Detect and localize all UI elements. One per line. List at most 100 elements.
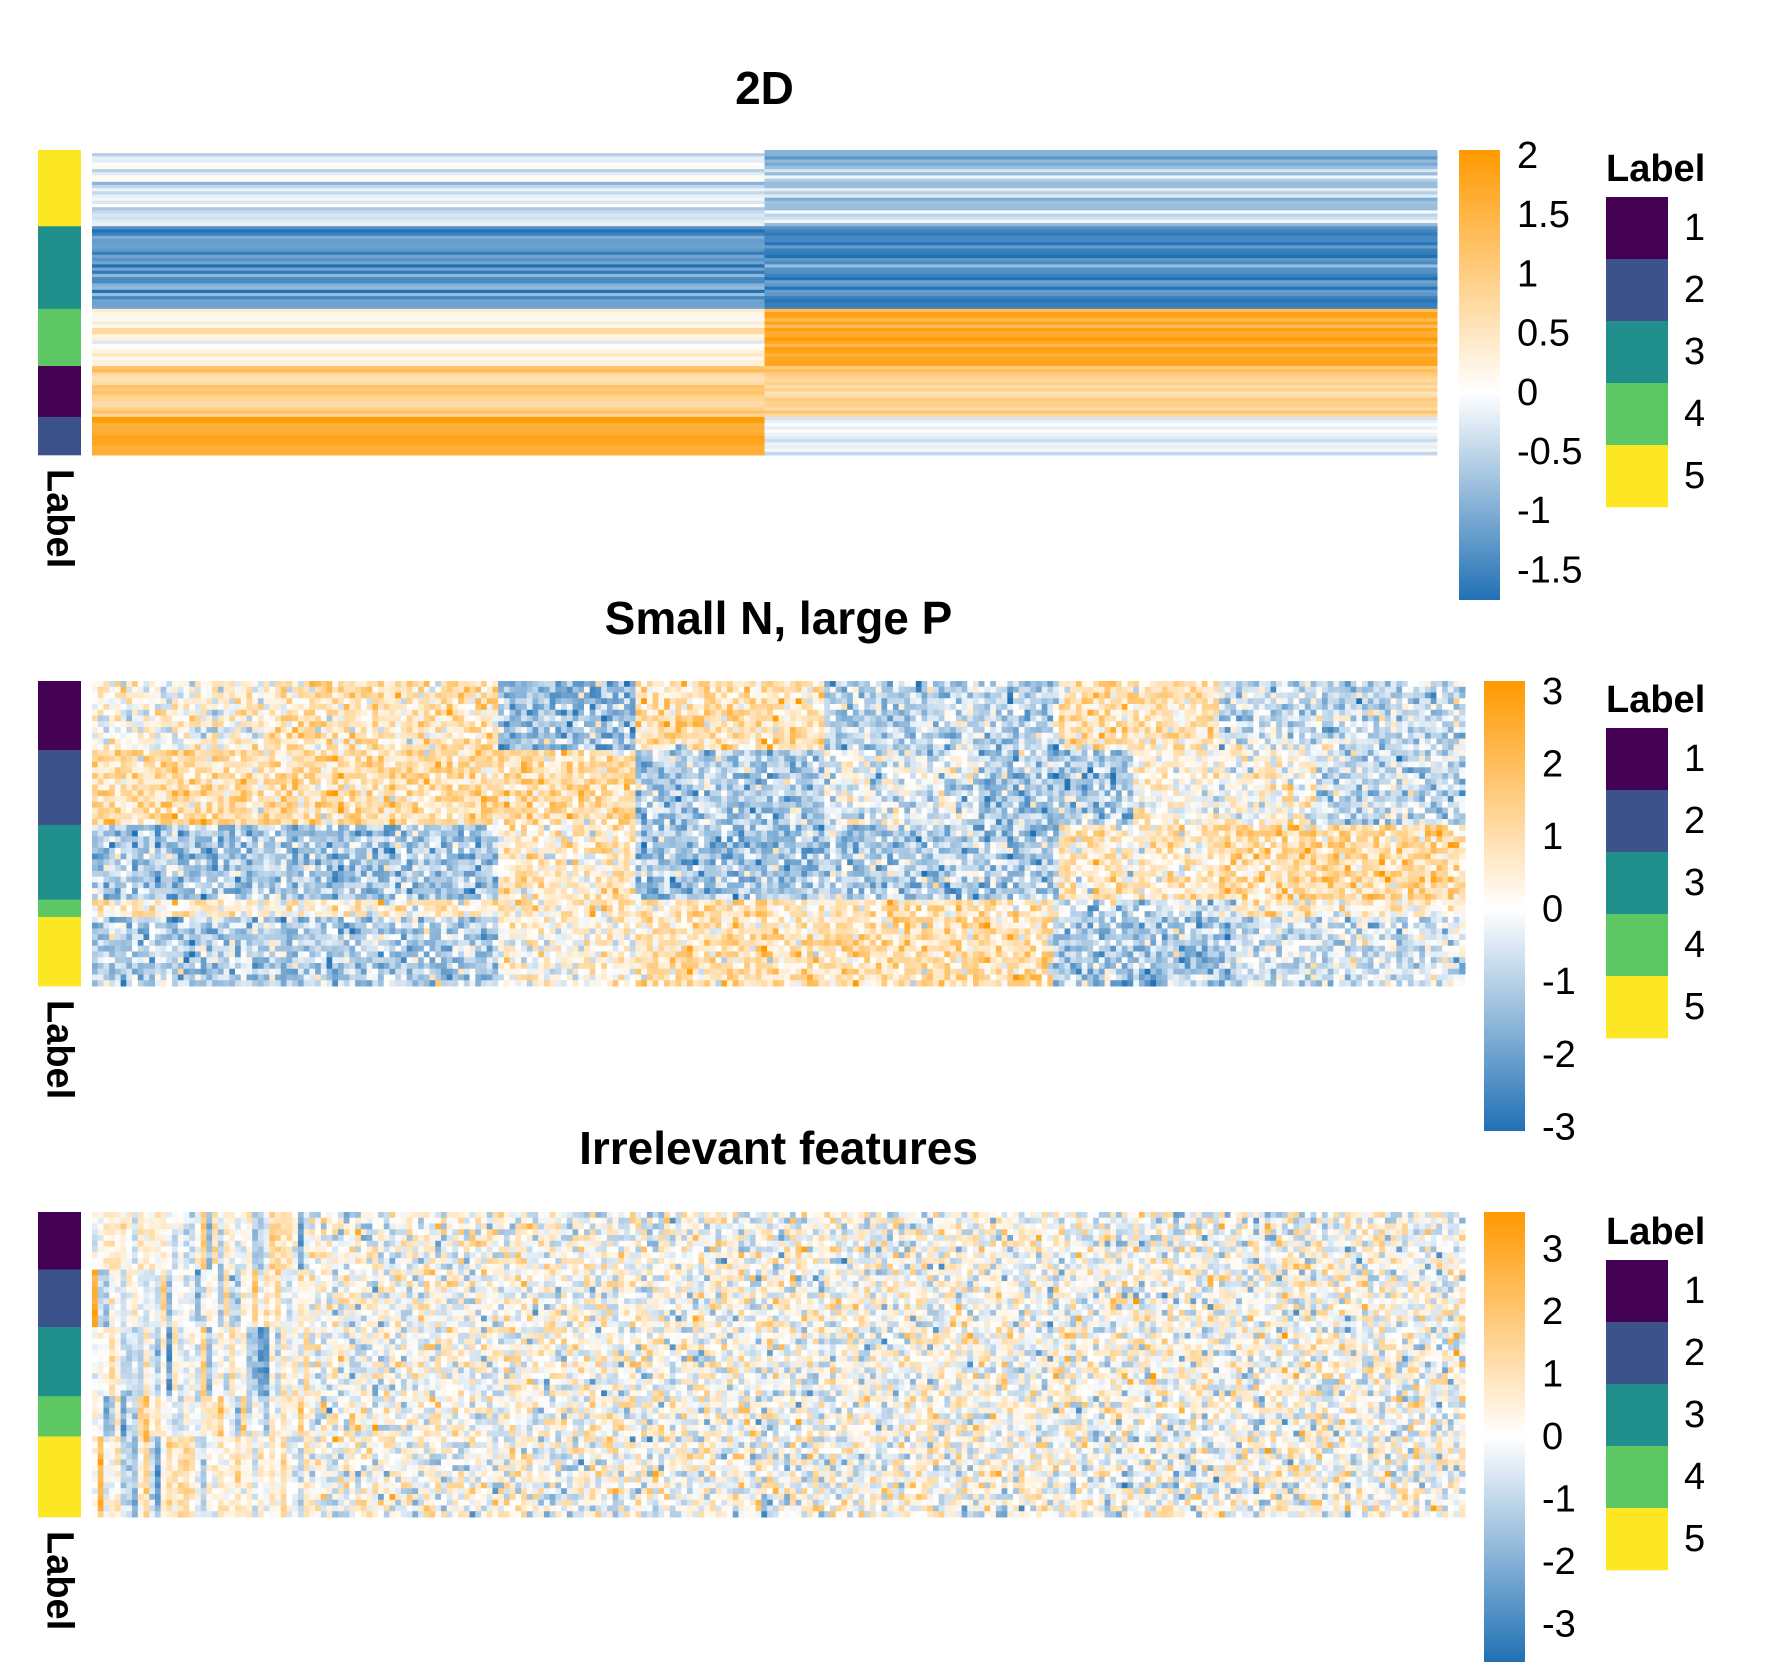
heatmap-cell (515, 778, 522, 786)
heatmap-cell (1156, 715, 1163, 722)
heatmap-cell (440, 784, 448, 791)
heatmap-cell (1413, 704, 1420, 711)
heatmap-cell (881, 692, 888, 699)
heatmap-cell (1430, 727, 1437, 734)
heatmap-cell (629, 715, 636, 722)
heatmap-cell (944, 790, 951, 797)
heatmap-cell (709, 755, 717, 763)
heatmap-cell (406, 750, 413, 757)
heatmap-cell (824, 784, 831, 791)
heatmap-cell (1053, 732, 1060, 740)
heatmap-cell (807, 738, 814, 745)
heatmap-cell (418, 744, 425, 751)
heatmap-cell (286, 784, 293, 791)
heatmap-cell (320, 732, 328, 740)
heatmap-cell (646, 773, 654, 780)
heatmap-cell (824, 709, 831, 717)
heatmap-cell (166, 750, 173, 757)
heatmap-cell (778, 681, 785, 688)
heatmap-cell (549, 692, 556, 699)
heatmap-cell (749, 750, 757, 757)
heatmap-cell (1116, 715, 1123, 722)
heatmap-cell (269, 761, 276, 768)
heatmap-cell (1390, 755, 1397, 763)
heatmap-cell (1459, 755, 1466, 763)
heatmap-cell (932, 784, 940, 791)
heatmap-cell (921, 686, 928, 693)
heatmap-cell (92, 362, 765, 367)
heatmap-cell (366, 709, 373, 717)
heatmap-cell (764, 375, 1438, 380)
heatmap-cell (292, 732, 299, 740)
heatmap-cell (92, 698, 99, 705)
heatmap-cell (978, 750, 985, 757)
heatmap-cell (217, 709, 225, 717)
heatmap-cell (764, 442, 1438, 446)
heatmap-cell (1264, 767, 1271, 774)
heatmap-cell (92, 308, 765, 313)
legend-swatch-4 (1606, 383, 1668, 446)
heatmap-cell (1367, 732, 1374, 740)
heatmap-cell (160, 698, 167, 705)
heatmap-cell (463, 750, 471, 757)
heatmap-cell (1070, 773, 1077, 780)
heatmap-cell (263, 686, 270, 693)
heatmap-cell (1219, 784, 1226, 791)
heatmap-cell (252, 790, 259, 797)
heatmap-cell (206, 727, 213, 734)
heatmap-cell (515, 715, 522, 722)
heatmap-cell (961, 755, 968, 763)
heatmap-cell (1013, 744, 1020, 751)
heatmap-cell (360, 784, 368, 791)
heatmap-cell (1116, 681, 1123, 688)
heatmap-cell (784, 755, 791, 763)
heatmap-cell (366, 767, 373, 774)
heatmap-cell (1270, 750, 1277, 757)
heatmap-cell (1018, 681, 1025, 688)
heatmap-cell (315, 681, 322, 688)
heatmap-cell (92, 372, 765, 377)
heatmap-cell (458, 721, 465, 728)
heatmap-cell (463, 692, 471, 699)
heatmap-cell (229, 767, 236, 774)
heatmap-cell (944, 732, 951, 740)
heatmap-cell (681, 778, 688, 786)
heatmap-cell (263, 715, 270, 722)
heatmap-cell (1373, 727, 1380, 734)
heatmap-cell (1379, 692, 1386, 699)
heatmap-cell (309, 698, 316, 705)
heatmap-cell (1459, 767, 1466, 774)
heatmap-cell (309, 692, 316, 699)
heatmap-cell (664, 744, 671, 751)
heatmap-cell (1150, 704, 1157, 711)
heatmap-cell (1190, 721, 1197, 728)
heatmap-cell (526, 681, 533, 688)
heatmap-cell (440, 738, 448, 745)
heatmap-cell (955, 709, 963, 717)
heatmap-cell (240, 709, 247, 717)
heatmap-cell (1276, 778, 1283, 786)
heatmap-cell (1024, 778, 1031, 786)
heatmap-cell (978, 784, 985, 791)
heatmap-cell (154, 681, 162, 688)
heatmap-cell (1379, 784, 1386, 791)
heatmap-cell (829, 790, 837, 797)
heatmap-cell (1075, 709, 1083, 717)
heatmap-cell (1281, 790, 1289, 797)
heatmap-cell (1104, 727, 1111, 734)
heatmap-cell (1121, 790, 1128, 797)
heatmap-cell (1190, 744, 1197, 751)
heatmap-cell (686, 778, 694, 786)
heatmap-cell (818, 761, 825, 768)
heatmap-cell (418, 709, 425, 717)
heatmap-cell (1430, 773, 1437, 780)
heatmap-cell (440, 681, 448, 688)
heatmap-cell (429, 698, 436, 705)
heatmap-cell (738, 755, 745, 763)
heatmap-cell (572, 709, 579, 717)
heatmap-cell (120, 761, 127, 768)
heatmap-cell (126, 704, 133, 711)
heatmap-cell (755, 767, 762, 774)
heatmap-cell (1156, 709, 1163, 717)
heatmap-cell (721, 732, 728, 740)
